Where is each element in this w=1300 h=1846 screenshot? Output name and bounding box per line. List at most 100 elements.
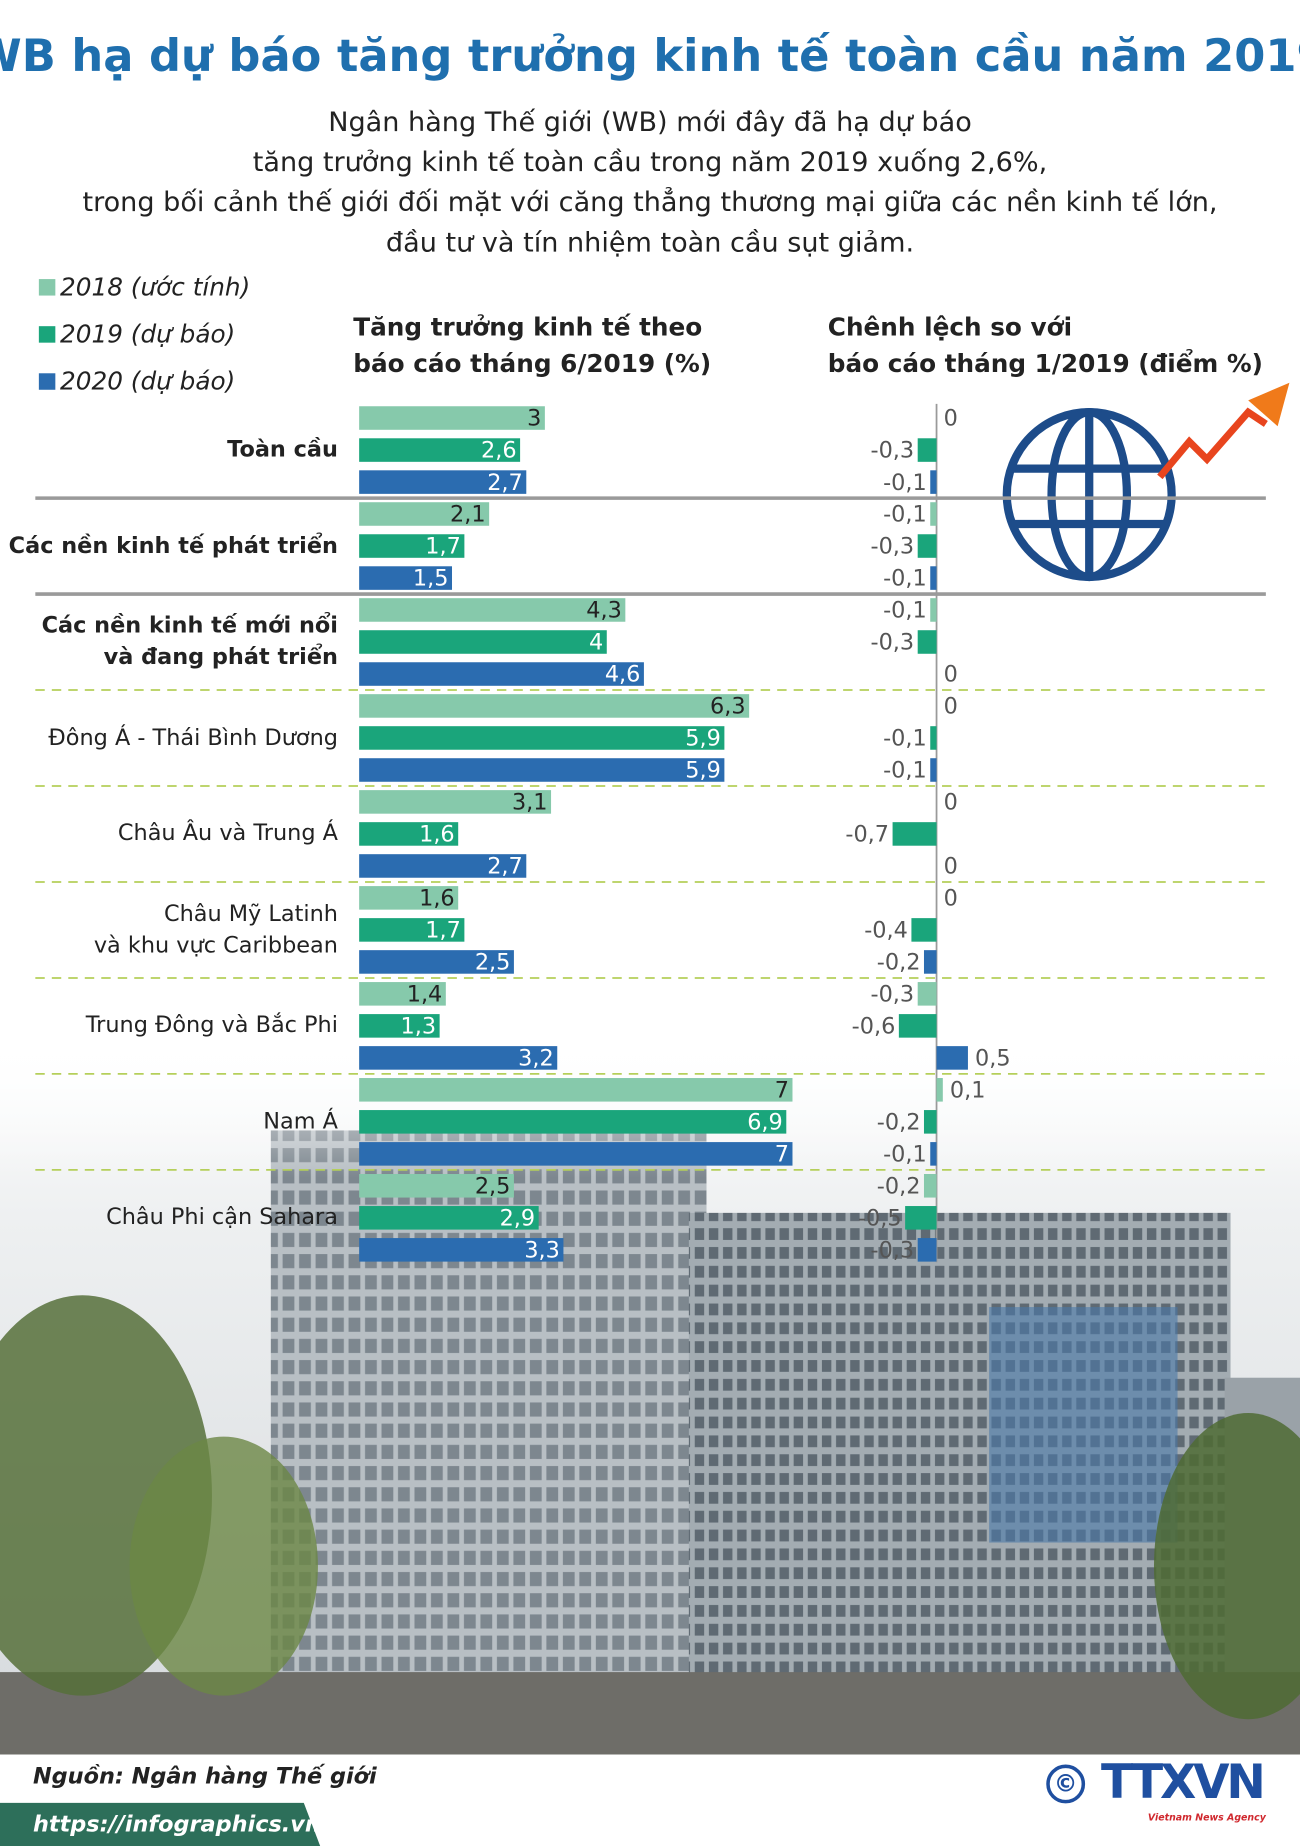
logo-name: TTXVN	[1101, 1755, 1266, 1810]
bar	[917, 438, 937, 462]
bar	[930, 1142, 937, 1166]
bar	[930, 566, 937, 590]
bar	[359, 822, 459, 846]
footer: Nguồn: Ngân hàng Thế giới https://infogr…	[0, 1754, 1300, 1846]
panel-title: báo cáo tháng 1/2019 (điểm %)	[828, 348, 1263, 378]
legend-label: 2018 (ước tính)	[60, 272, 250, 301]
value-label: 0	[944, 406, 958, 432]
bar	[359, 502, 490, 526]
bar	[359, 662, 644, 686]
value-label: 6,3	[710, 694, 746, 720]
category-label: Các nền kinh tế phát triển	[8, 532, 338, 559]
value-label: -0,3	[871, 630, 915, 656]
globe-icon	[1002, 382, 1290, 582]
value-label: 2,6	[481, 438, 517, 464]
bar	[359, 1142, 793, 1166]
value-label: -0,3	[871, 1238, 915, 1264]
bar	[930, 726, 937, 750]
value-label: -0,3	[871, 438, 915, 464]
bar	[936, 1078, 943, 1102]
bar	[359, 918, 465, 942]
bar	[359, 1174, 514, 1198]
value-label: 2,5	[475, 1173, 511, 1199]
bar	[359, 406, 545, 430]
bar	[359, 1206, 539, 1230]
bar	[359, 1238, 564, 1262]
value-label: 2,7	[487, 470, 523, 496]
panel-title: báo cáo tháng 6/2019 (%)	[353, 349, 711, 378]
value-label: 0	[944, 854, 958, 880]
value-label: 3	[527, 406, 541, 432]
copyright: ©	[1054, 1770, 1078, 1798]
value-label: 5,9	[685, 758, 721, 784]
category-label: Đông Á - Thái Bình Dương	[48, 724, 338, 751]
bar	[359, 950, 514, 974]
category-label: Nam Á	[263, 1108, 338, 1135]
bar	[905, 1206, 937, 1230]
value-label: -0,1	[883, 566, 927, 592]
bar	[359, 694, 750, 718]
bar	[917, 534, 937, 558]
value-label: 3,3	[524, 1238, 560, 1264]
bar	[359, 598, 626, 622]
title: WB hạ dự báo tăng trưởng kinh tế toàn cầ…	[0, 29, 1300, 82]
value-label: 2,7	[487, 854, 523, 880]
bar	[923, 1110, 937, 1134]
bar	[923, 1174, 937, 1198]
source: Nguồn: Ngân hàng Thế giới	[33, 1762, 377, 1789]
value-label: 1,7	[425, 918, 461, 944]
panel-title: Chênh lệch so với	[828, 313, 1072, 342]
value-label: 1,6	[419, 822, 455, 848]
category-label: Châu Âu và Trung Á	[117, 820, 338, 847]
value-label: -0,3	[871, 534, 915, 560]
bar	[359, 1078, 793, 1102]
value-label: -0,2	[877, 950, 921, 976]
value-label: -0,1	[883, 502, 927, 528]
category-label: Trung Đông và Bắc Phi	[85, 1012, 338, 1039]
bar	[892, 822, 937, 846]
value-label: 1,7	[425, 534, 461, 560]
bar	[359, 630, 607, 654]
panel-title: Tăng trưởng kinh tế theo	[353, 313, 702, 342]
value-label: 7	[775, 1077, 789, 1103]
category-label: Châu Phi cận Sahara	[106, 1204, 338, 1231]
value-label: 3,1	[512, 790, 548, 816]
subtitle-line: trong bối cảnh thế giới đối mặt với căng…	[82, 186, 1217, 218]
bar	[359, 982, 446, 1006]
logo-tagline: Vietnam News Agency	[1148, 1813, 1267, 1824]
bar	[359, 470, 527, 494]
value-label: 1,4	[407, 982, 443, 1008]
bar	[917, 1238, 937, 1262]
bar	[930, 502, 937, 526]
value-label: -0,4	[864, 918, 908, 944]
bar	[936, 1046, 968, 1070]
value-label: -0,1	[883, 1142, 927, 1168]
subtitle-line: tăng trưởng kinh tế toàn cầu trong năm 2…	[253, 147, 1047, 178]
value-label: -0,5	[858, 1205, 902, 1231]
value-label: 7	[775, 1142, 789, 1168]
bar	[930, 470, 937, 494]
bar	[359, 566, 453, 590]
value-label: -0,3	[871, 982, 915, 1008]
legend-label: 2020 (dự báo)	[60, 367, 235, 396]
bar	[359, 1014, 440, 1038]
bar	[359, 790, 552, 814]
value-label: 1,5	[413, 566, 449, 592]
bar	[359, 438, 521, 462]
legend-label: 2019 (dự báo)	[60, 320, 235, 349]
value-label: 4	[589, 630, 603, 656]
category-label: Các nền kinh tế mới nổi và đang phát tri…	[41, 612, 338, 671]
value-label: 5,9	[685, 726, 721, 752]
bar	[917, 630, 937, 654]
value-label: -0,2	[877, 1110, 921, 1136]
value-label: 3,2	[518, 1046, 554, 1072]
value-label: 1,3	[401, 1014, 437, 1040]
bar	[359, 758, 725, 782]
value-label: -0,1	[883, 470, 927, 496]
value-label: -0,1	[883, 598, 927, 624]
subtitle: Ngân hàng Thế giới (WB) mới đây đã hạ dự…	[82, 107, 1217, 258]
bar	[898, 1014, 937, 1038]
bar	[930, 758, 937, 782]
value-label: 2,1	[450, 502, 486, 528]
